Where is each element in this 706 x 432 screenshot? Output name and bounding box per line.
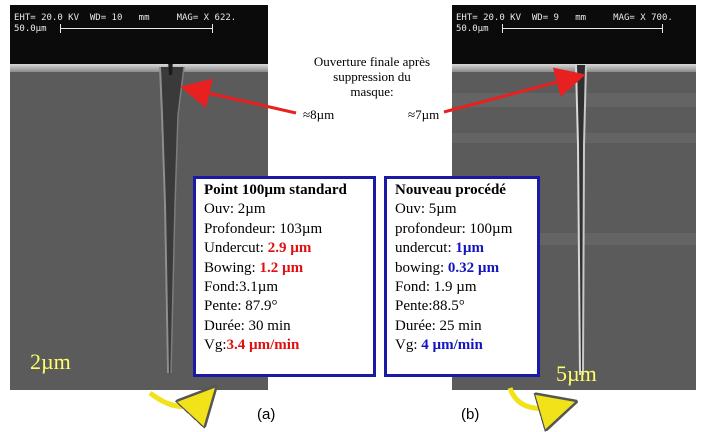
info-box-standard: Point 100µm standard Ouv: 2µm Profondeur…	[193, 176, 376, 377]
bowing-line: Bowing: 1.2 µm	[204, 259, 373, 278]
approx-opening-b: ≈7µm	[408, 107, 440, 122]
box-title: Point 100µm standard	[204, 182, 347, 198]
arrow-to-opening-b	[443, 67, 586, 114]
note-line-2: suppression du	[333, 69, 411, 84]
curved-arrow-b	[507, 387, 568, 408]
duree-line: Durée: 25 min	[395, 317, 482, 334]
profondeur-line: Profondeur: 103µm	[204, 220, 323, 237]
fond-line: Fond:3.1µm	[204, 279, 279, 296]
texture-stripe	[452, 133, 696, 143]
duree-line: Durée: 30 min	[204, 317, 291, 334]
scale-readout: 50.0µm	[14, 24, 47, 34]
scale-readout: 50.0µm	[456, 24, 489, 34]
eht-readout: EHT= 20.0 KV	[456, 13, 522, 23]
profondeur-line: profondeur: 100µm	[395, 220, 513, 237]
vg-value: 4 µm/min	[421, 337, 483, 354]
note-line-3: masque:	[350, 84, 394, 99]
bowing-value: 0.32 µm	[447, 259, 500, 276]
ouv-line: Ouv: 5µm	[395, 201, 457, 218]
caption-a: (a)	[257, 406, 276, 423]
surface-edge	[10, 64, 268, 72]
undercut-label: Undercut:	[204, 240, 268, 257]
scale-bar	[60, 28, 212, 29]
vg-value: 3.4 µm/min	[226, 337, 300, 354]
sem-header-a: EHT= 20.0 KV WD= 10 mm MAG= X 622. 50.0µ…	[10, 5, 268, 64]
undercut-label: undercut:	[395, 240, 456, 257]
pente-line: Pente: 87.9°	[204, 298, 278, 315]
vg-line: Vg:3.4 µm/min	[204, 336, 373, 355]
wd-unit: mm	[575, 13, 587, 23]
undercut-value: 1µm	[455, 240, 485, 257]
opening-label-b: 5µm	[556, 361, 597, 386]
opening-label-a: 2µm	[30, 349, 71, 374]
curved-arrow-a	[148, 393, 210, 407]
sem-header-b: EHT= 20.0 KV WD= 9 mm MAG= X 700. 50.0µm	[452, 5, 696, 64]
bowing-line: bowing: 0.32 µm	[395, 259, 537, 278]
wd-unit: mm	[138, 13, 150, 23]
vg-label: Vg:	[204, 337, 227, 354]
wd-readout: WD= 9	[531, 13, 559, 23]
undercut-value: 2.9 µm	[267, 240, 312, 257]
scale-tick-right	[212, 24, 213, 33]
approx-opening-a: ≈8µm	[303, 107, 335, 122]
bowing-label: Bowing:	[204, 259, 260, 276]
scale-tick-right	[662, 24, 663, 33]
scale-bar	[502, 28, 662, 29]
fond-line: Fond: 1.9 µm	[395, 279, 477, 296]
undercut-line: undercut: 1µm	[395, 239, 537, 258]
undercut-line: Undercut: 2.9 µm	[204, 239, 373, 258]
pente-line: Pente:88.5°	[395, 298, 465, 315]
opening-note: Ouverture finale après suppression du ma…	[296, 54, 448, 99]
wd-readout: WD= 10	[89, 13, 123, 23]
ouv-line: Ouv: 2µm	[204, 201, 266, 218]
bowing-label: bowing:	[395, 259, 448, 276]
bowing-value: 1.2 µm	[259, 259, 304, 276]
texture-stripe	[452, 93, 696, 107]
mag-readout: MAG= X 622.	[176, 13, 237, 23]
box-title: Nouveau procédé	[395, 182, 506, 198]
info-box-new-process: Nouveau procédé Ouv: 5µm profondeur: 100…	[384, 176, 540, 377]
vg-line: Vg: 4 µm/min	[395, 336, 537, 355]
mag-readout: MAG= X 700.	[613, 13, 673, 23]
note-line-1: Ouverture finale après	[313, 54, 431, 69]
caption-b: (b)	[461, 406, 480, 423]
eht-readout: EHT= 20.0 KV	[14, 13, 80, 23]
vg-label: Vg:	[395, 337, 422, 354]
arrow-to-opening-a	[180, 78, 297, 115]
